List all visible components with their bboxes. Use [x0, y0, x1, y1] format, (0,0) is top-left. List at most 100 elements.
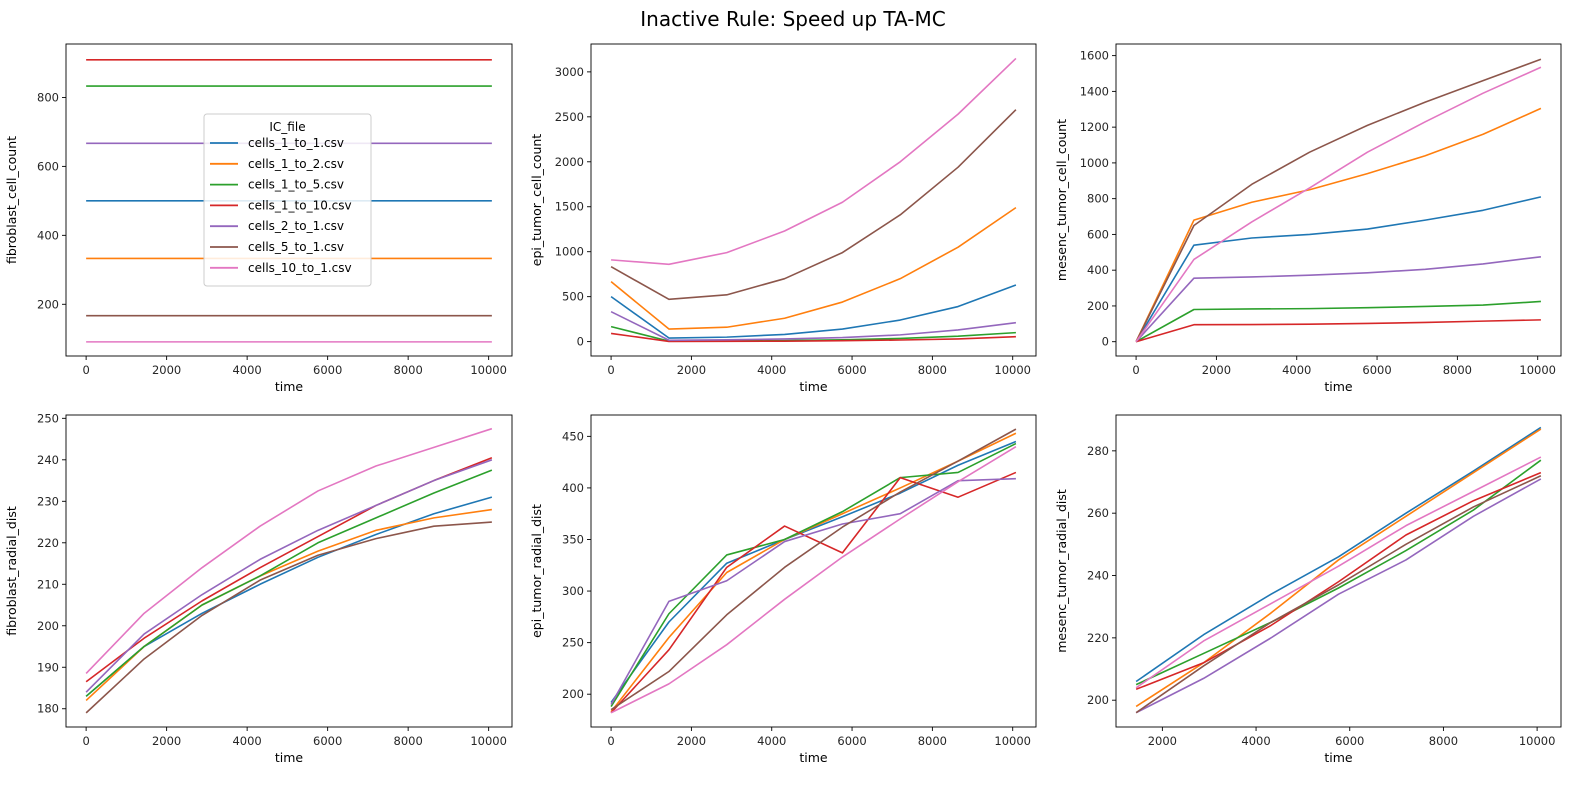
y-tick-label: 1000 — [555, 245, 584, 259]
subplot-4: 0 2000 4000 6000 8000 10000 180 190 200 210 220 230… — [4, 411, 513, 765]
series-line-cells-1-to-5 — [610, 442, 1017, 708]
y-tick-label: 280 — [1087, 444, 1109, 458]
x-tick-label: 8000 — [918, 734, 947, 748]
series-group — [1135, 426, 1542, 714]
series-line-cells-5-to-1 — [85, 521, 492, 714]
x-axis-label: time — [275, 750, 304, 765]
x-tick-label: 2000 — [152, 363, 181, 377]
x-tick-label: 4000 — [1282, 363, 1311, 377]
legend-entry: cells_1_to_10.csv — [248, 198, 352, 212]
y-tick-label: 1200 — [1080, 120, 1109, 134]
series-line-cells-1-to-1 — [610, 284, 1017, 339]
y-tick-label: 400 — [562, 481, 584, 495]
y-tick-label: 3000 — [555, 65, 584, 79]
x-tick-label: 0 — [82, 363, 89, 377]
y-tick-label: 200 — [1087, 693, 1109, 707]
series-line-cells-2-to-1 — [1135, 255, 1542, 343]
x-tick-label: 8000 — [1429, 734, 1458, 748]
series-line-cells-5-to-1 — [1135, 475, 1542, 714]
series-line-cells-1-to-10 — [1135, 319, 1541, 343]
axes-frame — [590, 414, 1037, 728]
y-axis-label: mesenc_tumor_radial_dist — [1054, 489, 1069, 653]
y-tick-label: 0 — [577, 335, 584, 349]
series-line-cells-2-to-1 — [610, 477, 1016, 705]
series-line-cells-1-to-5 — [1135, 459, 1542, 686]
y-tick-label: 600 — [37, 159, 59, 173]
y-tick-label: 250 — [562, 636, 584, 650]
x-tick-label: 4000 — [232, 363, 261, 377]
x-tick-label: 4000 — [1241, 734, 1270, 748]
legend-entry: cells_5_to_1.csv — [248, 240, 344, 254]
y-tick-label: 2000 — [555, 155, 584, 169]
x-tick-label: 2000 — [1148, 734, 1177, 748]
x-axis-label: time — [1324, 379, 1353, 394]
y-tick-label: 1000 — [1080, 156, 1109, 170]
x-tick-label: 10000 — [994, 363, 1031, 377]
y-axis-label: epi_tumor_radial_dist — [529, 504, 544, 638]
x-tick-label: 2000 — [677, 363, 706, 377]
series-group — [1135, 58, 1542, 343]
y-tick-label: 200 — [562, 687, 584, 701]
subplot-6: 2000 4000 6000 8000 10000 200 220 240 260 280 time… — [1054, 414, 1562, 765]
series-line-cells-1-to-5 — [1135, 300, 1541, 343]
x-tick-label: 10000 — [1519, 734, 1556, 748]
y-tick-label: 240 — [37, 453, 59, 467]
series-line-cells-1-to-2 — [610, 206, 1017, 330]
legend-entry: cells_1_to_1.csv — [248, 136, 344, 150]
series-group — [610, 57, 1017, 343]
legend-entry: cells_1_to_5.csv — [248, 178, 344, 192]
x-tick-label: 8000 — [394, 363, 423, 377]
series-line-cells-2-to-1 — [85, 459, 493, 693]
series-group — [610, 428, 1017, 714]
legend-entry: cells_2_to_1.csv — [248, 219, 344, 233]
axes-frame — [590, 43, 1037, 357]
x-tick-label: 10000 — [994, 734, 1031, 748]
y-tick-label: 240 — [1087, 569, 1109, 583]
y-tick-label: 200 — [37, 619, 59, 633]
series-line-cells-1-to-2 — [1135, 107, 1542, 343]
series-line-cells-1-to-5 — [85, 469, 493, 697]
y-tick-label: 260 — [1087, 506, 1109, 520]
legend-entry: cells_10_to_1.csv — [248, 261, 352, 275]
y-tick-label: 800 — [37, 90, 59, 104]
series-group — [85, 427, 493, 714]
subplots: 0 2000 4000 6000 8000 10000200400600800timefi… — [4, 43, 1562, 765]
y-tick-label: 300 — [562, 584, 584, 598]
legend-title: IC_file — [269, 120, 305, 134]
x-tick-label: 8000 — [1443, 363, 1472, 377]
y-tick-label: 600 — [1087, 227, 1109, 241]
series-line-cells-1-to-10 — [610, 471, 1017, 714]
series-line-cells-2-to-1 — [1135, 478, 1542, 714]
series-line-cells-2-to-1 — [610, 310, 1017, 342]
x-tick-label: 6000 — [1335, 734, 1364, 748]
x-axis-label: time — [275, 379, 304, 394]
y-axis-label: epi_tumor_cell_count — [529, 134, 544, 267]
x-tick-label: 8000 — [918, 363, 947, 377]
subplot-2: 0 2000 4000 6000 8000 10000 0 500 1000 1500 2000 25… — [529, 43, 1037, 394]
y-axis-label: fibroblast_cell_count — [4, 136, 19, 264]
series-line-cells-10-to-1 — [610, 445, 1017, 714]
y-tick-label: 350 — [562, 532, 584, 546]
y-tick-label: 1600 — [1080, 49, 1109, 63]
x-tick-label: 10000 — [470, 363, 507, 377]
x-tick-label: 2000 — [677, 734, 706, 748]
y-axis-label: fibroblast_radial_dist — [4, 506, 19, 636]
x-tick-label: 8000 — [394, 734, 423, 748]
series-line-cells-1-to-1 — [610, 440, 1017, 703]
subplot-1: 0 2000 4000 6000 8000 10000 200 400 600 800 time fi… — [4, 43, 513, 394]
series-line-cells-5-to-1 — [1135, 58, 1542, 343]
series-line-cells-1-to-1 — [1135, 426, 1542, 683]
y-tick-label: 400 — [37, 228, 59, 242]
y-tick-label: 1400 — [1080, 84, 1109, 98]
x-tick-label: 2000 — [1202, 363, 1231, 377]
y-tick-label: 2500 — [555, 110, 584, 124]
legend-box — [203, 113, 372, 287]
x-axis-label: time — [1324, 750, 1353, 765]
x-tick-label: 6000 — [837, 363, 866, 377]
y-tick-label: 200 — [1087, 299, 1109, 313]
series-line-cells-5-to-1 — [610, 109, 1017, 301]
series-line-cells-10-to-1 — [1135, 66, 1542, 343]
x-tick-label: 4000 — [757, 734, 786, 748]
y-tick-label: 1500 — [555, 200, 584, 214]
